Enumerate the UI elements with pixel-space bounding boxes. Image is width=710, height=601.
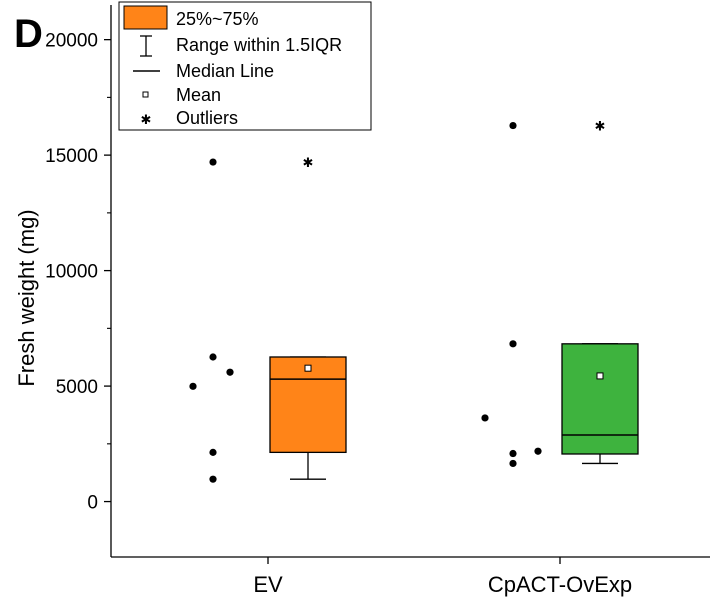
legend-entry-whisker: Range within 1.5IQR <box>176 35 342 55</box>
y-ticks: 0 5000 10000 15000 20000 <box>45 31 111 514</box>
legend-whisker-icon <box>140 35 152 57</box>
legend: 25%~75% Range within 1.5IQR Median Line … <box>118 1 372 131</box>
outlier-marker: ✱ <box>595 120 606 135</box>
y-tick-label: 0 <box>87 493 98 514</box>
data-point <box>481 414 489 422</box>
panel-label: D <box>14 12 43 56</box>
y-tick-label: 15000 <box>45 146 98 167</box>
y-tick-label: 5000 <box>56 377 98 398</box>
y-tick-label: 20000 <box>45 31 98 52</box>
outlier-marker: ✱ <box>303 156 314 171</box>
data-point <box>534 447 542 455</box>
legend-mean-icon <box>142 91 149 98</box>
x-category-label: EV <box>253 572 283 597</box>
data-point <box>509 449 517 458</box>
mean-marker <box>304 364 312 372</box>
data-point <box>509 459 517 468</box>
mean-marker <box>596 372 604 380</box>
data-point <box>209 475 217 483</box>
x-ticks: EV CpACT-OvExp <box>253 557 632 597</box>
legend-outlier-icon: ✱ <box>141 113 152 128</box>
legend-entry-box: 25%~75% <box>176 9 259 29</box>
x-category-label: CpACT-OvExp <box>488 572 632 597</box>
y-axis-label: Fresh weight (mg) <box>14 209 39 386</box>
box-group: ✱ <box>189 156 347 483</box>
data-point <box>209 353 217 361</box>
data-point <box>226 368 234 376</box>
legend-entry-outliers: Outliers <box>176 108 238 128</box>
y-tick-label: 10000 <box>45 262 98 283</box>
legend-entry-mean: Mean <box>176 85 221 105</box>
data-point <box>209 158 217 166</box>
iqr-box <box>561 343 639 455</box>
legend-box-swatch <box>123 5 168 30</box>
data-point <box>209 448 217 456</box>
iqr-box <box>269 356 347 454</box>
data-point <box>509 121 517 130</box>
data-point <box>509 340 517 348</box>
box-group: ✱ <box>481 120 639 468</box>
legend-entry-median: Median Line <box>176 61 274 81</box>
data-point <box>189 382 197 390</box>
box-groups: ✱✱ <box>189 120 639 483</box>
